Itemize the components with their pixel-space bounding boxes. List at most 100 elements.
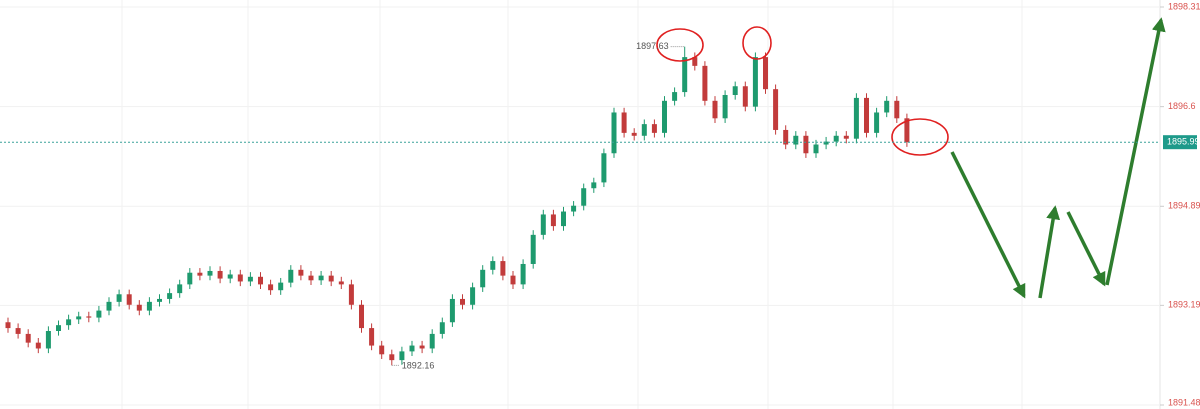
candle-body	[338, 281, 344, 285]
candle-body	[298, 269, 304, 276]
candle-body	[581, 188, 587, 206]
y-tick-label: 1898.31	[1168, 1, 1200, 11]
arrow	[950, 151, 1026, 299]
candle-body	[247, 276, 253, 282]
candle-body	[86, 316, 92, 318]
candle-body	[146, 301, 152, 311]
candle-body	[651, 124, 657, 133]
candle-body	[480, 269, 486, 288]
candle-body	[15, 328, 21, 334]
candle-body	[348, 284, 354, 305]
candle-body	[66, 319, 72, 326]
candle-body	[207, 270, 213, 276]
candle-body	[591, 182, 597, 189]
candle-body	[874, 112, 880, 133]
candle-body	[308, 275, 314, 281]
candle-body	[167, 293, 173, 299]
arrow	[1038, 205, 1061, 299]
candle-body	[793, 135, 799, 145]
candle-body	[864, 97, 869, 133]
candle-body	[773, 89, 779, 130]
candle-body	[136, 304, 142, 311]
candle-body	[5, 322, 11, 329]
candle-body	[116, 294, 122, 302]
candle-body	[217, 270, 223, 279]
candle-body	[712, 100, 718, 119]
candle-body	[550, 214, 556, 227]
candle-body	[621, 112, 627, 133]
candle-body	[722, 94, 728, 119]
candle-body	[56, 325, 61, 331]
candle-body	[803, 135, 809, 154]
y-tick-label: 1891.48	[1168, 397, 1200, 407]
candle-body	[25, 333, 31, 343]
candle-body	[904, 118, 910, 143]
candle-body	[813, 144, 819, 154]
candle-body	[833, 135, 839, 142]
candle-body	[409, 345, 415, 352]
candle-body	[763, 57, 768, 90]
candle-body	[328, 275, 334, 282]
vertical-grid	[121, 0, 1023, 409]
candle-body	[490, 261, 496, 270]
candle-body	[500, 261, 506, 276]
candle-body	[682, 57, 688, 93]
candle-body	[369, 328, 375, 346]
arrow	[1105, 17, 1166, 286]
candle-body	[389, 354, 395, 361]
highlight-circle	[891, 118, 949, 156]
candle-body	[318, 275, 324, 281]
candle-body	[177, 284, 183, 294]
candle-body	[611, 112, 617, 154]
plot-area	[0, 6, 1160, 406]
candle-body	[520, 263, 526, 285]
candle-body	[359, 304, 364, 329]
candle-body	[419, 345, 425, 349]
candle-body	[268, 284, 274, 291]
candle-body	[631, 132, 637, 136]
candle-body	[399, 351, 405, 361]
candle-body	[561, 211, 566, 227]
highlight-circle	[656, 28, 704, 62]
forecast-arrows	[950, 17, 1166, 299]
candle-body	[510, 275, 516, 285]
candle-body	[672, 92, 678, 101]
candle-body	[187, 272, 193, 285]
candle-body	[540, 214, 546, 235]
last-price-tag	[1163, 135, 1197, 150]
candle-body	[702, 65, 708, 101]
highlight-circle	[742, 26, 772, 60]
candle-body	[853, 97, 859, 139]
candle-body	[742, 86, 748, 107]
annotations	[656, 26, 949, 156]
y-tick-label: 1894.89	[1168, 201, 1200, 211]
candle-body	[662, 100, 667, 133]
candle-body	[752, 57, 758, 107]
candle-body	[278, 282, 284, 291]
arrow	[1066, 211, 1106, 287]
candle-body	[783, 129, 789, 145]
candle-body	[823, 141, 829, 145]
last-price-label: 1895.99	[1167, 137, 1200, 147]
candle-body	[843, 135, 849, 139]
candle-body	[692, 57, 698, 66]
candle-body	[530, 234, 536, 264]
candle-body	[470, 287, 476, 305]
y-tick-label: 1893.19	[1168, 300, 1200, 310]
candle-body	[641, 124, 647, 136]
candle-body	[237, 274, 243, 282]
candle-body	[571, 205, 577, 212]
y-tick-label: 1896.6	[1168, 101, 1196, 111]
candle-body	[126, 294, 132, 305]
max-label: 1897.63	[636, 41, 669, 51]
candle-body	[106, 301, 112, 311]
candle-body	[197, 272, 203, 276]
candle-body	[894, 100, 900, 119]
candle-body	[449, 298, 455, 323]
candle-body	[884, 100, 890, 113]
candle-body	[96, 310, 102, 318]
min-label: 1892.16	[402, 361, 435, 371]
candle-body	[35, 342, 41, 349]
candle-body	[601, 153, 607, 183]
candle-body	[258, 276, 263, 285]
